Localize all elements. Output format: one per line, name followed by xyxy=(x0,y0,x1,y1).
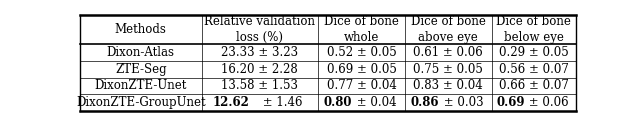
Text: Dice of bone
below eye: Dice of bone below eye xyxy=(497,15,572,44)
Text: DixonZTE-GroupUnet: DixonZTE-GroupUnet xyxy=(76,96,205,109)
Text: 0.29 ± 0.05: 0.29 ± 0.05 xyxy=(499,46,569,59)
Text: 0.69 ± 0.05: 0.69 ± 0.05 xyxy=(326,63,396,76)
Text: 0.75 ± 0.05: 0.75 ± 0.05 xyxy=(413,63,483,76)
Text: DixonZTE-Unet: DixonZTE-Unet xyxy=(95,80,187,92)
Text: 0.80 ± 0.04: 0.80 ± 0.04 xyxy=(326,96,396,109)
Text: ± 1.46: ± 1.46 xyxy=(259,96,302,109)
Text: ± 0.04: ± 0.04 xyxy=(353,96,397,109)
Text: 0.80: 0.80 xyxy=(324,96,352,109)
Text: 0.52 ± 0.05: 0.52 ± 0.05 xyxy=(326,46,396,59)
Text: 0.61 ± 0.06: 0.61 ± 0.06 xyxy=(413,46,483,59)
Text: 16.20 ± 2.28: 16.20 ± 2.28 xyxy=(221,63,298,76)
Text: 0.86: 0.86 xyxy=(410,96,439,109)
Text: 0.56 ± 0.07: 0.56 ± 0.07 xyxy=(499,63,569,76)
Text: 12.62: 12.62 xyxy=(212,96,250,109)
Text: Relative validation
loss (%): Relative validation loss (%) xyxy=(204,15,316,44)
Text: 0.66 ± 0.07: 0.66 ± 0.07 xyxy=(499,80,569,92)
Text: 0.86 ± 0.03: 0.86 ± 0.03 xyxy=(413,96,483,109)
Text: 12.62 ± 1.46: 12.62 ± 1.46 xyxy=(221,96,298,109)
Text: 0.69 ± 0.06: 0.69 ± 0.06 xyxy=(499,96,569,109)
Text: Dixon-Atlas: Dixon-Atlas xyxy=(107,46,175,59)
Text: ± 0.06: ± 0.06 xyxy=(525,96,569,109)
Text: 23.33 ± 3.23: 23.33 ± 3.23 xyxy=(221,46,298,59)
Text: Dice of bone
above eye: Dice of bone above eye xyxy=(411,15,486,44)
Text: Dice of bone
whole: Dice of bone whole xyxy=(324,15,399,44)
Text: 13.58 ± 1.53: 13.58 ± 1.53 xyxy=(221,80,298,92)
Text: ± 0.03: ± 0.03 xyxy=(440,96,483,109)
Text: 0.83 ± 0.04: 0.83 ± 0.04 xyxy=(413,80,483,92)
Text: ZTE-Seg: ZTE-Seg xyxy=(115,63,166,76)
Text: Methods: Methods xyxy=(115,23,166,36)
Text: 0.77 ± 0.04: 0.77 ± 0.04 xyxy=(326,80,396,92)
Text: 0.69: 0.69 xyxy=(497,96,525,109)
